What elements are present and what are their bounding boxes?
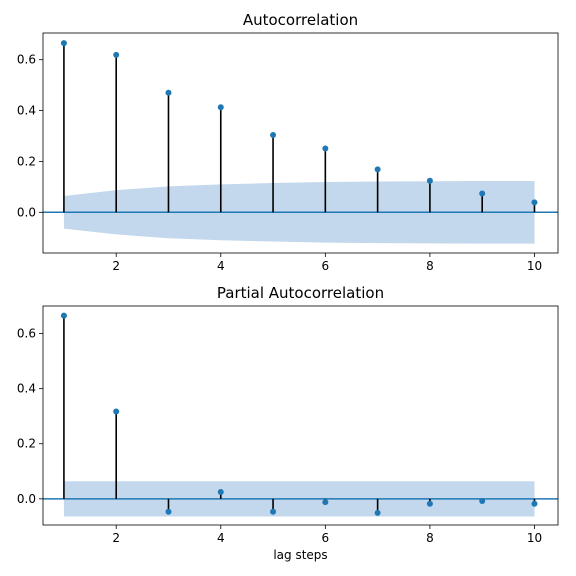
x-axis-label: lag steps	[273, 548, 327, 562]
marker-lag-2	[113, 51, 120, 58]
chart-1: 2 4 6 8 10 0.0 0.2 0.4 0.6 Autocorrelation	[17, 11, 559, 273]
y-tick-label: 0.0	[17, 492, 36, 506]
marker-lag-8	[426, 500, 433, 507]
marker-lag-6	[322, 499, 329, 506]
marker-lag-6	[322, 145, 329, 152]
marker-lag-7	[374, 166, 381, 173]
marker-lag-4	[217, 488, 224, 495]
y-tick-label: 0.0	[17, 205, 36, 219]
marker-lag-9	[479, 190, 486, 197]
marker-lag-9	[479, 498, 486, 505]
axes-frame	[42, 305, 559, 526]
x-tick-label: 8	[426, 531, 434, 545]
x-tick-label: 10	[527, 531, 542, 545]
x-tick-label: 2	[112, 259, 120, 273]
marker-lag-7	[374, 509, 381, 516]
x-tick-label: 2	[112, 531, 120, 545]
marker-lag-3	[165, 89, 172, 96]
x-tick-label: 8	[426, 259, 434, 273]
chart-title: Autocorrelation	[243, 11, 358, 29]
axes-frame	[42, 32, 559, 254]
y-tick-label: 0.2	[17, 154, 36, 168]
marker-lag-5	[270, 508, 277, 515]
marker-lag-5	[270, 131, 277, 138]
x-tick-label: 4	[217, 259, 225, 273]
x-tick-label: 6	[322, 259, 330, 273]
y-tick-label: 0.2	[17, 437, 36, 451]
y-tick-label: 0.4	[17, 382, 36, 396]
marker-lag-3	[165, 508, 172, 515]
marker-lag-2	[113, 408, 120, 415]
marker-lag-10	[531, 500, 538, 507]
chart-title: Partial Autocorrelation	[217, 284, 384, 302]
x-tick-label: 10	[527, 259, 542, 273]
y-tick-label: 0.6	[17, 327, 36, 341]
x-tick-label: 4	[217, 531, 225, 545]
chart-2: 2 4 6 8 10 0.0 0.2 0.4 0.6 Partial Autocorrelatio…	[17, 284, 559, 562]
marker-lag-10	[531, 199, 538, 206]
marker-lag-1	[60, 40, 67, 47]
marker-lag-8	[426, 177, 433, 184]
marker-lag-1	[60, 312, 67, 319]
y-tick-label: 0.6	[17, 53, 36, 67]
x-tick-label: 6	[322, 531, 330, 545]
marker-lag-4	[217, 104, 224, 111]
y-tick-label: 0.4	[17, 104, 36, 118]
